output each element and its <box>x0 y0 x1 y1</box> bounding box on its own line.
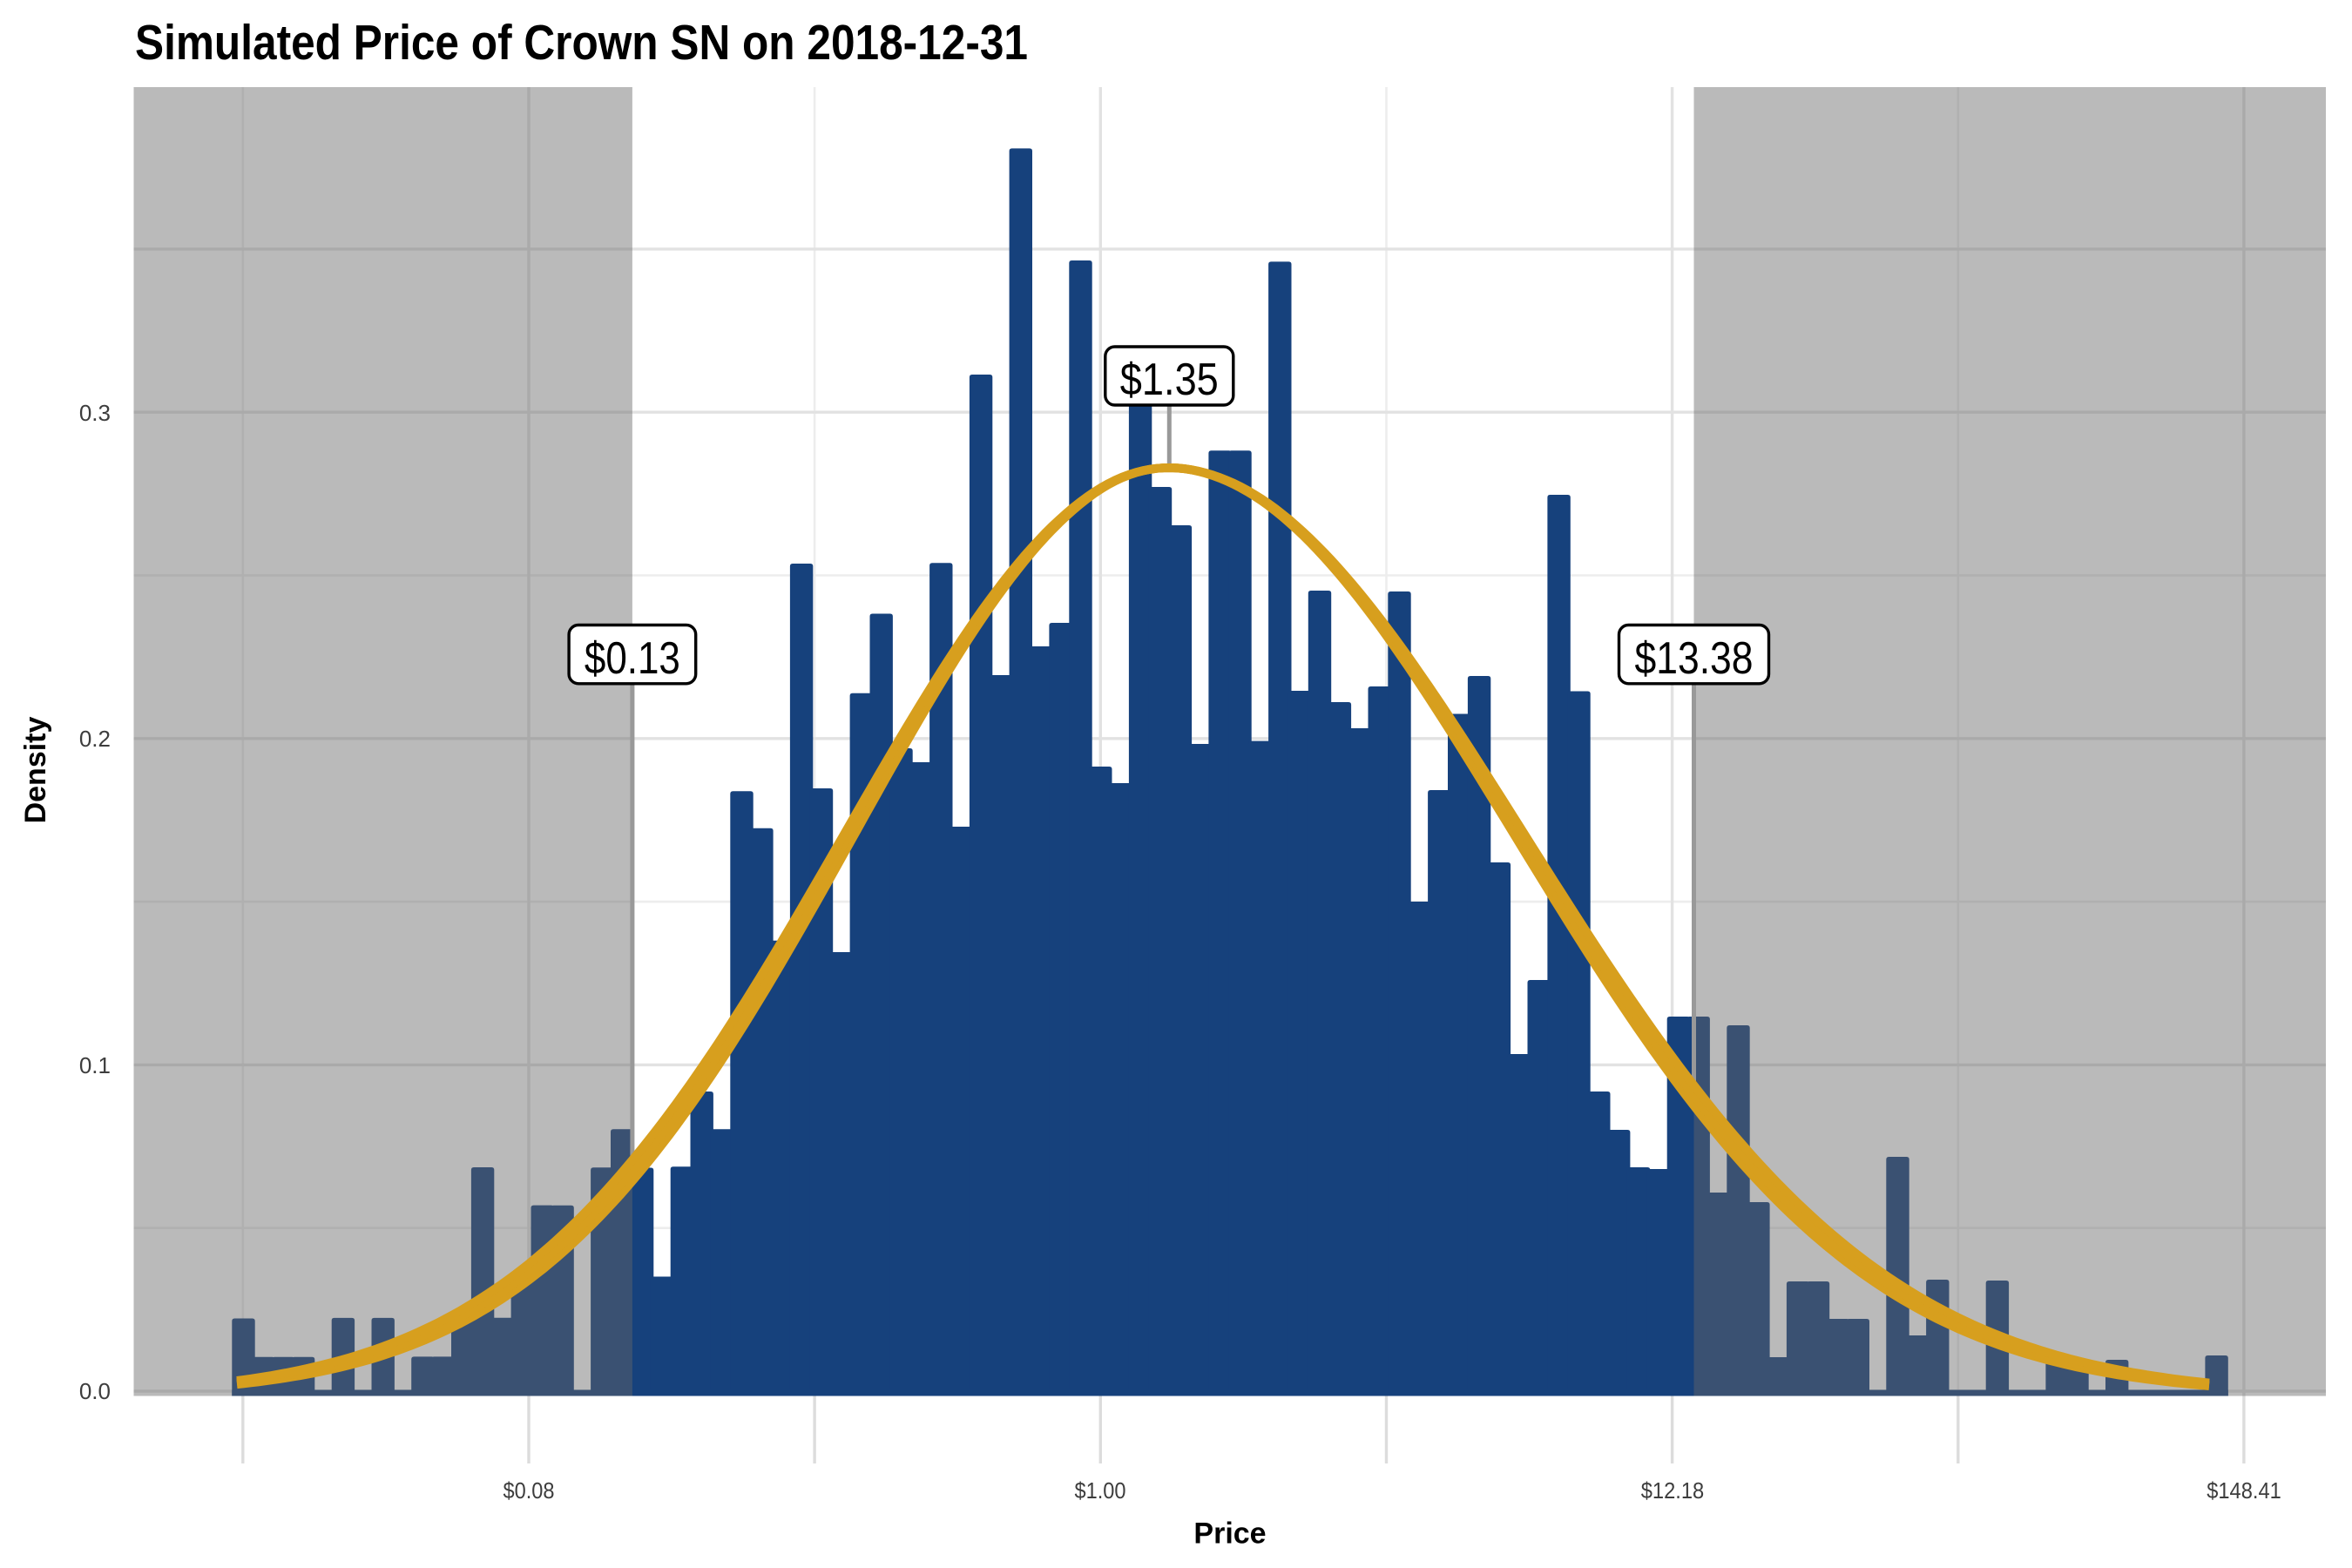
svg-text:Simulated Price of Crown SN on: Simulated Price of Crown SN on 2018-12-3… <box>135 15 1028 71</box>
svg-text:$13.38: $13.38 <box>1635 633 1754 684</box>
svg-text:0.1: 0.1 <box>79 1052 111 1078</box>
svg-text:$0.13: $0.13 <box>585 633 680 684</box>
svg-text:0.0: 0.0 <box>79 1378 111 1404</box>
svg-text:0.3: 0.3 <box>79 400 111 426</box>
svg-text:$0.08: $0.08 <box>504 1477 555 1504</box>
svg-text:$148.41: $148.41 <box>2207 1477 2281 1504</box>
svg-text:$1.35: $1.35 <box>1120 355 1219 405</box>
svg-text:0.2: 0.2 <box>79 726 111 752</box>
svg-text:Price: Price <box>1193 1517 1266 1551</box>
svg-text:$1.00: $1.00 <box>1075 1477 1126 1504</box>
svg-text:$12.18: $12.18 <box>1641 1477 1705 1504</box>
svg-text:Density: Density <box>19 717 52 824</box>
